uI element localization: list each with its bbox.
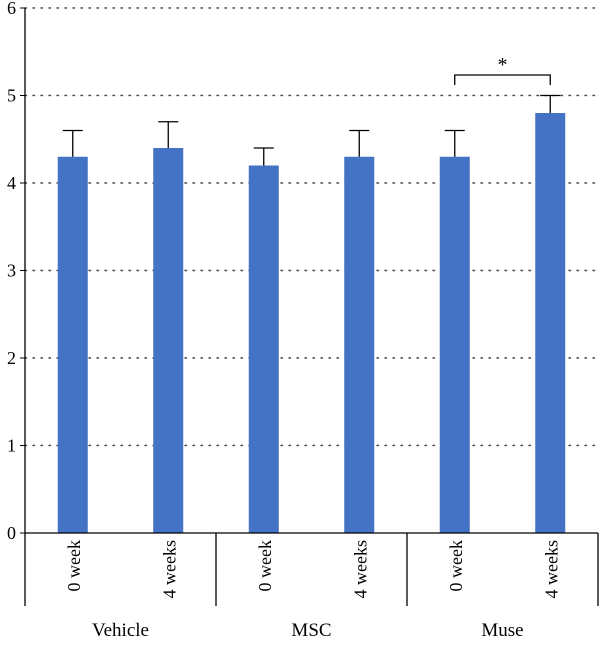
category-label-2: 0 week — [255, 540, 275, 591]
bar-2 — [248, 165, 279, 533]
bar-4 — [439, 156, 470, 533]
bar-0 — [57, 156, 88, 533]
significance-bracket-0 — [454, 74, 551, 85]
bar-1 — [153, 148, 184, 533]
bar-5 — [535, 113, 566, 533]
bar-3 — [344, 156, 375, 533]
category-label-3: 4 weeks — [350, 540, 370, 598]
labels: 0 1 2 3 4 5 6 0 week 4 weeks 0 week 4 weeks 0 week 4… — [7, 0, 561, 641]
y-tick-label-5: 5 — [7, 86, 16, 106]
group-label-0: Vehicle — [92, 620, 149, 641]
y-tick-label-4: 4 — [7, 173, 16, 193]
category-label-0: 0 week — [64, 540, 84, 591]
axes — [20, 7, 599, 606]
gridlines — [24, 7, 599, 447]
category-label-4: 0 week — [446, 540, 466, 591]
group-label-2: Muse — [481, 620, 523, 641]
bars — [57, 74, 566, 533]
category-label-5: 4 weeks — [541, 540, 561, 598]
y-tick-label-6: 6 — [7, 0, 16, 18]
significance-marker-0: * — [498, 54, 508, 76]
y-tick-label-2: 2 — [7, 348, 16, 368]
y-tick-label-3: 3 — [7, 261, 16, 281]
category-label-1: 4 weeks — [159, 540, 179, 598]
y-tick-label-1: 1 — [7, 436, 16, 456]
group-label-1: MSC — [291, 620, 331, 641]
y-tick-label-0: 0 — [7, 523, 16, 543]
